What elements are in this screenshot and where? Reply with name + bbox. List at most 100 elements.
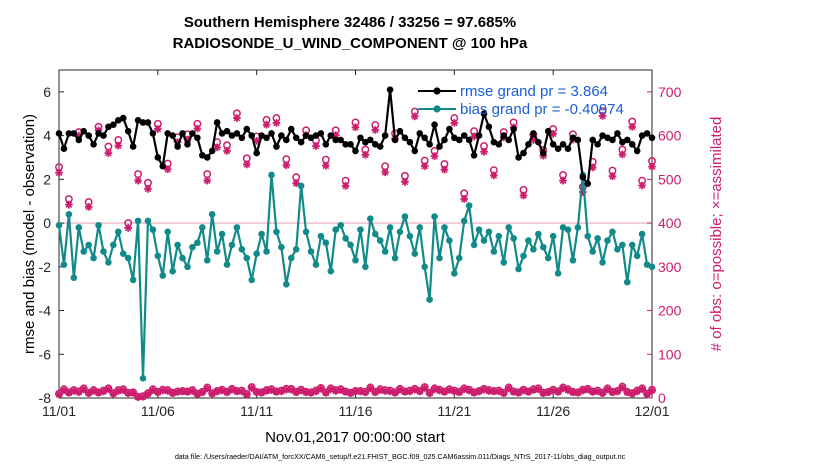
bias-point [396,228,404,236]
rmse-point [110,121,117,128]
bias-point [589,248,596,255]
left-tick-label: -4 [39,303,52,319]
bias-series [55,171,656,382]
obs-assimilated-marker [223,147,231,155]
obs-assimilated-marker [608,172,617,181]
rmse-point [515,154,522,161]
rmse-point [643,130,651,137]
bias-point [75,224,83,231]
bias-point [327,267,335,275]
obs-assimilated-marker [193,124,202,133]
asterisk-stroke [564,386,572,394]
bias-point [451,270,458,277]
bias-point [549,232,557,240]
rmse-point [119,114,127,122]
obs-assimilated-marker [242,390,251,399]
rmse-point [460,132,468,139]
rmse-point [520,149,527,157]
bias-point [554,270,562,277]
bias-point [455,254,463,262]
rmse-point [189,130,196,137]
bias-point [520,252,527,260]
bias-point [648,263,656,271]
bias-point [446,237,453,244]
rmse-point [105,123,112,131]
rmse-point [554,145,562,153]
bias-point [638,230,646,238]
bias-point [381,248,389,255]
asterisk-stroke [619,151,626,158]
rmse-point [253,149,260,157]
rmse-point [278,132,285,139]
asterisk-stroke [238,388,246,395]
rmse-point [327,132,335,139]
asterisk-stroke [105,149,112,157]
asterisk-stroke [55,169,63,177]
left-tick-label: 2 [43,171,51,187]
bias-point [619,241,626,249]
asterisk-stroke [282,162,290,169]
asterisk-stroke [233,388,241,395]
bias-point [95,221,102,229]
asterisk-stroke [312,142,320,150]
asterisk-stroke [628,123,636,131]
asterisk-stroke [352,123,359,131]
rmse-point [352,147,359,155]
bias-point [169,267,176,275]
rmse-point [391,136,399,144]
obs-assimilated-marker [415,387,424,396]
rmse-point [396,127,404,135]
bias-point [287,254,295,262]
bias-point [312,261,320,268]
obs-assimilated-marker [242,160,251,169]
rmse-point [485,123,493,131]
rmse-point [297,138,305,146]
bias-point [115,228,122,236]
obs-assimilated-marker [262,120,271,129]
obs-assimilated-marker [247,384,256,392]
rmse-point [100,132,107,139]
asterisk-stroke [520,387,527,394]
asterisk-stroke [233,114,241,122]
bias-point [302,228,310,236]
data-file-footnote: data file: /Users/raeder/DAI/ATM_forcXX/… [175,452,626,461]
bias-point [159,272,167,279]
bias-point [510,235,517,242]
asterisk-stroke [396,386,404,394]
obs-assimilated-marker [114,141,123,150]
rmse-point [283,136,290,144]
asterisk-stroke [599,112,606,120]
asterisk-stroke [589,388,597,396]
obs-assimilated-marker [440,165,449,174]
bias-point [367,215,374,222]
bias-point [436,254,443,262]
asterisk-stroke [559,177,567,184]
obs-assimilated-marker [480,147,488,156]
asterisk-stroke [268,386,275,394]
rmse-point [95,130,102,137]
bias-point [85,241,92,249]
asterisk-stroke [327,385,335,393]
bias-point [174,241,181,249]
bias-point [505,224,512,231]
asterisk-stroke [124,224,132,232]
obs-assimilated-marker [425,389,434,397]
rmse-point [490,138,498,146]
asterisk-stroke [530,386,537,394]
asterisk-stroke [441,166,448,174]
bias-point [376,237,384,244]
rmse-point [480,110,488,118]
obs-assimilated-marker [154,125,162,133]
left-tick-label: 4 [43,128,51,144]
rmse-point [129,143,137,150]
bias-point [337,221,344,229]
bias-point [475,226,483,233]
asterisk-stroke [75,388,83,396]
right-tick-label: 500 [658,171,682,187]
rmse-point [465,136,473,144]
asterisk-stroke [381,169,389,176]
bias-point [124,254,132,262]
rmse-point [248,132,256,139]
rmse-point [75,136,83,144]
bias-point [154,252,162,260]
